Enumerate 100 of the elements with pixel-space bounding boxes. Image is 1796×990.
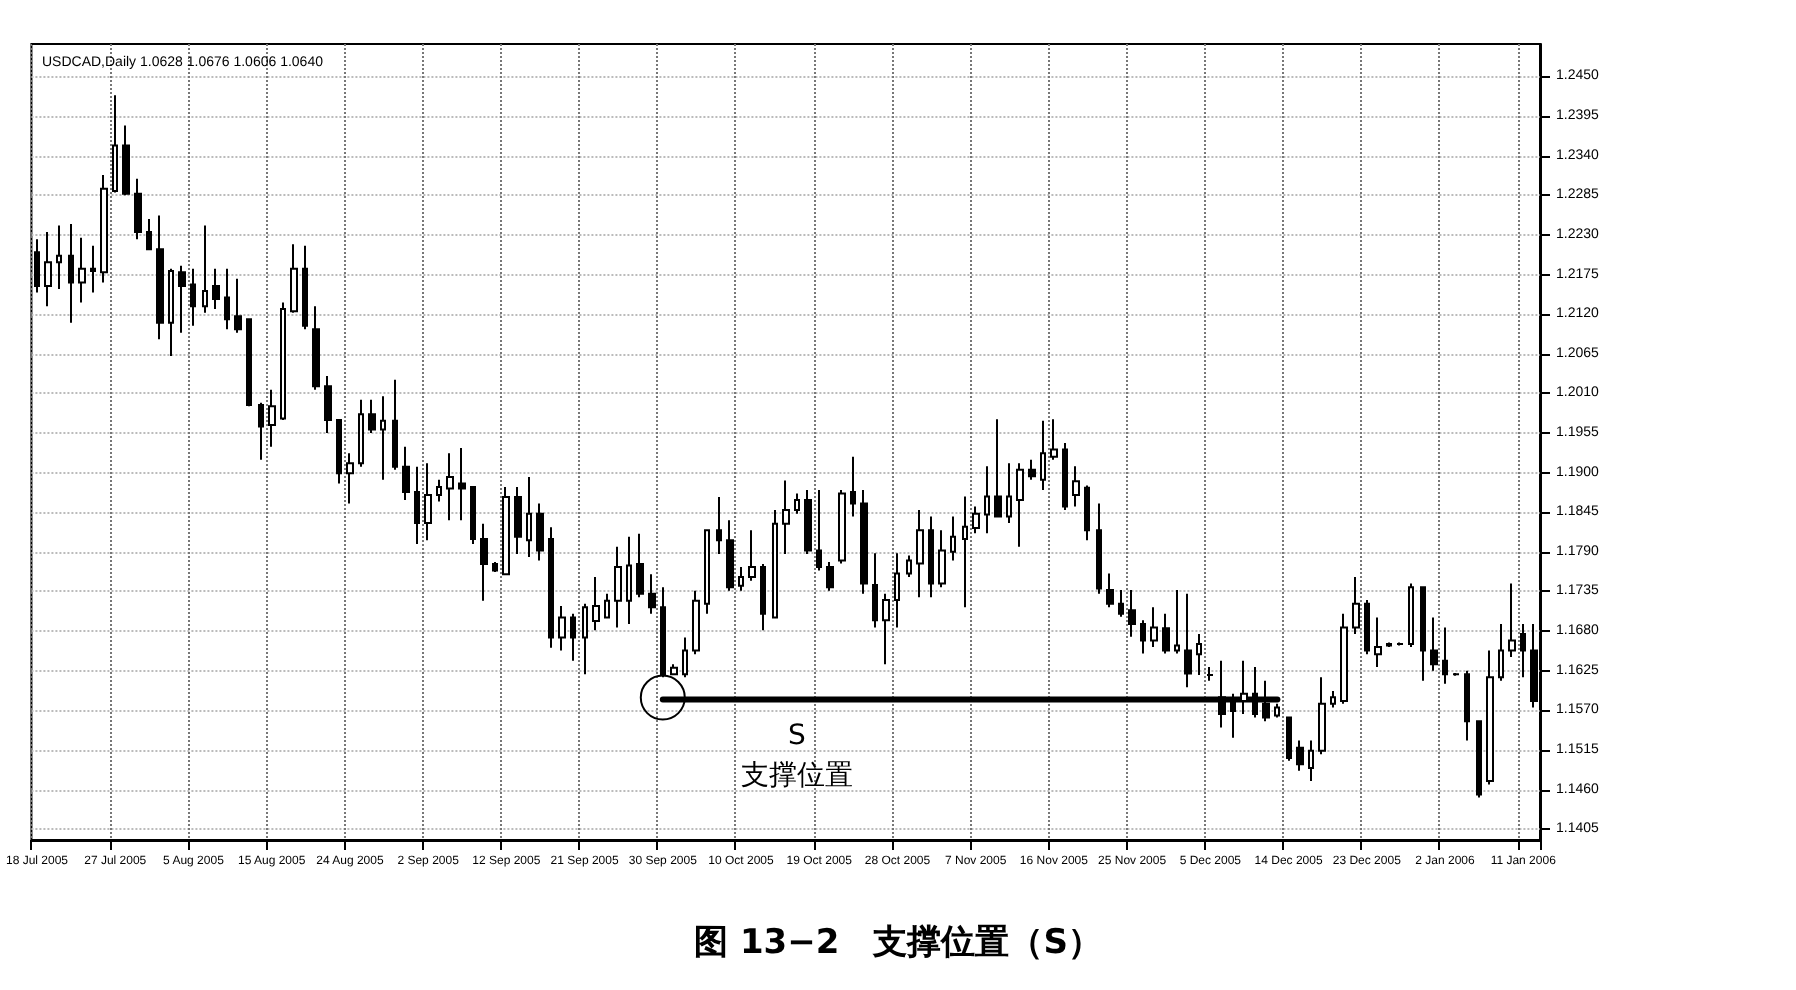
candlestick [56,224,62,290]
candlestick [290,243,298,314]
candlestick [414,465,420,545]
candlestick [772,509,778,619]
candlestick [502,486,510,576]
candlestick [1296,739,1304,772]
candlestick [178,264,186,334]
candlestick [392,378,398,471]
candlestick [760,563,766,632]
candlestick [480,522,488,602]
candlestick [1174,589,1180,655]
candlestick [1498,622,1504,682]
candlestick [894,552,900,629]
candlestick [470,486,476,545]
candlestick [1150,606,1158,648]
candlestick [1006,462,1012,525]
candlestick [536,502,544,562]
candlestick [1118,589,1124,618]
candlestick [782,479,790,556]
candlestick [860,488,868,595]
candlestick [558,604,566,652]
candlestick [838,488,846,565]
candlestick [44,231,52,308]
candlestick [302,244,308,331]
candlestick [190,267,196,327]
candlestick [156,214,164,341]
text: 图 13−2 支撑位置（S） [694,923,1102,963]
candlestick [928,515,934,599]
candlestick [1508,582,1516,659]
candlestick [1520,622,1526,679]
candlestick [882,592,890,666]
candlestick [122,124,130,197]
candlestick [1106,572,1114,609]
candlestick [1084,484,1090,542]
annotation: 支撑位置 [740,759,853,792]
candlestick [112,94,118,194]
candlestick [906,554,912,579]
candlestick [872,552,878,629]
candlestick [1442,626,1448,685]
candlestick [1206,666,1214,682]
candlestick [570,612,576,662]
candlestick [336,419,342,485]
candlestick [258,401,264,461]
candlestick [1308,739,1314,782]
candlestick [614,545,622,629]
candlestick [68,223,74,324]
candlestick [950,515,956,562]
candlestick [202,224,208,314]
annotation: S [788,719,806,752]
candlestick [358,398,364,468]
candlestick [704,529,710,615]
candlestick [1162,612,1170,655]
candlestick [1096,502,1102,595]
candlestick [1184,592,1192,689]
candlestick [826,560,834,592]
candlestick [1050,418,1058,461]
candlestick [984,465,990,535]
candlestick [1374,616,1382,669]
candlestick [1196,632,1202,677]
candlestick [1062,442,1068,512]
candlestick [514,486,522,556]
candlestick [604,592,610,619]
candlestick [1028,458,1036,481]
candlestick [1040,419,1046,491]
candlestick [1330,689,1336,709]
candlestick [1340,612,1348,705]
candlestick [748,529,756,582]
candlestick [962,495,968,609]
candlestick [972,505,980,535]
candlestick [324,375,332,434]
candlestick [1140,619,1146,655]
candlestick [402,445,410,501]
candlestick [1072,465,1080,508]
candlestick [648,573,656,615]
candlestick [1016,462,1024,548]
candlestick [100,174,108,284]
candlestick [268,388,276,448]
candlestick [1486,649,1494,786]
candlestick [436,478,442,503]
candlestick [234,277,242,334]
candlestick [146,218,152,251]
candlestick [794,492,800,515]
candlestick [1286,716,1292,762]
candlestick [1128,589,1136,638]
candlestick [592,576,600,632]
candlestick [346,452,354,505]
candlestick [938,529,946,589]
candlestick [458,447,466,522]
candlestick [446,452,454,522]
candlestick [738,565,744,592]
candlestick [212,267,220,311]
candlestick [1318,676,1326,756]
candlestick [582,602,588,676]
candlestick [526,475,532,558]
candlestick [692,589,700,656]
candlestick [1476,720,1482,799]
candlestick [90,244,96,294]
candlestick [224,267,230,331]
candlestick [168,267,174,357]
candlestick [804,488,812,556]
